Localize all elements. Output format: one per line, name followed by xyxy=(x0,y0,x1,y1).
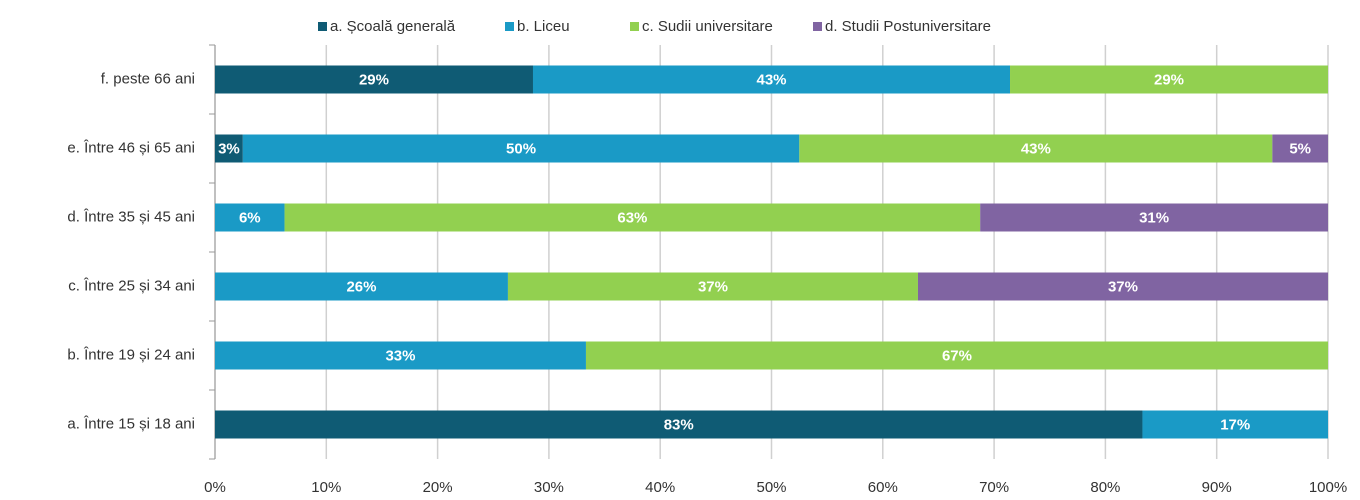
value-label: 26% xyxy=(346,278,376,295)
y-tick-label: d. Între 35 și 45 ani xyxy=(67,208,195,225)
y-tick-label: b. Între 19 și 24 ani xyxy=(67,346,195,363)
y-tick-label: f. peste 66 ani xyxy=(101,70,195,87)
bar-segment xyxy=(507,272,918,301)
value-label: 43% xyxy=(756,71,786,88)
y-tick-label: c. Între 25 și 34 ani xyxy=(68,277,195,294)
x-tick-label: 20% xyxy=(423,479,453,495)
bar-segment xyxy=(799,134,1273,163)
legend-swatch xyxy=(318,22,327,31)
bar-segment xyxy=(215,203,285,232)
bar-segment xyxy=(215,65,533,94)
bar-segment xyxy=(215,341,586,370)
value-label: 29% xyxy=(359,71,389,88)
bar-segment xyxy=(284,203,981,232)
value-label: 31% xyxy=(1139,209,1169,226)
x-tick-label: 30% xyxy=(534,479,564,495)
bar-segment xyxy=(532,65,1011,94)
bar-segment xyxy=(585,341,1328,370)
x-tick-label: 90% xyxy=(1202,479,1232,495)
bar-segment xyxy=(980,203,1328,232)
bar-segment xyxy=(1142,410,1328,439)
legend-label: a. Școală generală xyxy=(330,18,456,35)
x-tick-label: 80% xyxy=(1090,479,1120,495)
value-label: 33% xyxy=(385,347,415,364)
y-tick-label: a. Între 15 și 18 ani xyxy=(67,415,195,432)
value-label: 67% xyxy=(942,347,972,364)
x-tick-label: 70% xyxy=(979,479,1009,495)
x-tick-label: 0% xyxy=(204,479,226,495)
legend-label: d. Studii Postuniversitare xyxy=(825,18,991,35)
legend-swatch xyxy=(505,22,514,31)
bar-segment xyxy=(215,410,1143,439)
legend-label: c. Sudii universitare xyxy=(642,18,773,35)
value-label: 5% xyxy=(1289,140,1311,157)
value-label: 50% xyxy=(506,140,536,157)
value-label: 37% xyxy=(1108,278,1138,295)
legend-swatch xyxy=(813,22,822,31)
value-label: 83% xyxy=(664,416,694,433)
bar-segment xyxy=(917,272,1328,301)
bar-segment xyxy=(1010,65,1328,94)
bar-segment xyxy=(215,134,243,163)
x-tick-label: 10% xyxy=(311,479,341,495)
value-label: 3% xyxy=(218,140,240,157)
bar-segment xyxy=(242,134,800,163)
x-tick-label: 60% xyxy=(868,479,898,495)
value-label: 63% xyxy=(617,209,647,226)
value-label: 43% xyxy=(1021,140,1051,157)
value-label: 6% xyxy=(239,209,261,226)
x-tick-label: 100% xyxy=(1309,479,1347,495)
bar-segment xyxy=(215,272,508,301)
value-label: 37% xyxy=(698,278,728,295)
x-tick-label: 40% xyxy=(645,479,675,495)
legend-swatch xyxy=(630,22,639,31)
x-tick-label: 50% xyxy=(756,479,786,495)
value-label: 29% xyxy=(1154,71,1184,88)
legend-label: b. Liceu xyxy=(517,18,570,35)
bar-segment xyxy=(1272,134,1328,163)
y-tick-label: e. Între 46 și 65 ani xyxy=(67,139,195,156)
value-label: 17% xyxy=(1220,416,1250,433)
